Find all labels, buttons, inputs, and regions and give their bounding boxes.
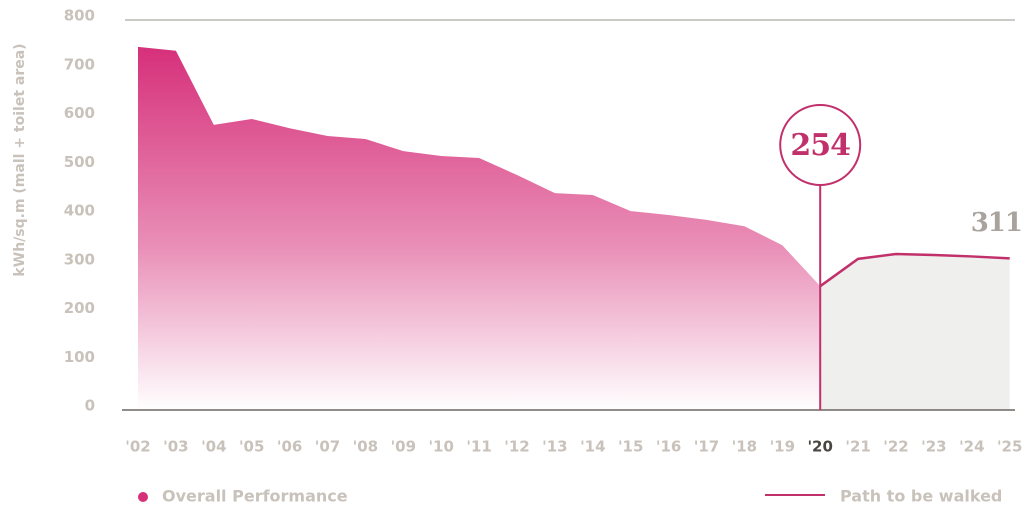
x-tick-label: '13	[542, 438, 567, 456]
data-label: 311	[971, 208, 1022, 238]
x-tick-label: '09	[391, 438, 416, 456]
area	[138, 46, 821, 410]
line	[819, 252, 1010, 288]
x-tick-label: '16	[656, 438, 681, 456]
x-tick-label: '23	[921, 438, 946, 456]
y-tick-label: 700	[64, 55, 95, 73]
area	[820, 254, 1010, 410]
legend-label: Overall Performance	[162, 487, 348, 506]
y-tick-label: 200	[64, 299, 95, 317]
x-tick-label: '11	[466, 438, 491, 456]
y-tick-label: 600	[64, 104, 95, 122]
y-tick-label: 100	[64, 348, 95, 366]
y-tick-label: 0	[85, 397, 95, 415]
y-tick-label: 300	[64, 250, 95, 268]
legend-label: Path to be walked	[840, 487, 1002, 506]
x-tick-label: '14	[580, 438, 605, 456]
x-tick-label: '25	[997, 438, 1022, 456]
x-tick-label: '02	[125, 438, 150, 456]
x-tick-label: '03	[163, 438, 188, 456]
y-tick-label: 500	[64, 153, 95, 171]
y-axis-label: kWh/sq.m (mall + toilet area)	[12, 43, 28, 276]
x-tick-label: '17	[694, 438, 719, 456]
x-tick-label: '05	[239, 438, 264, 456]
x-tick-label: '22	[883, 438, 908, 456]
x-tick-label: '06	[277, 438, 302, 456]
y-tick-label: 400	[64, 202, 95, 220]
x-tick-label: '20	[807, 438, 832, 456]
x-tick-label: '08	[353, 438, 378, 456]
x-tick-label: '10	[428, 438, 453, 456]
x-tick-label: '21	[845, 438, 870, 456]
x-tick-label: '18	[732, 438, 757, 456]
data-label: 254	[790, 128, 850, 163]
x-tick-label: '19	[770, 438, 795, 456]
y-tick-label: 800	[64, 7, 95, 25]
x-tick-label: '12	[504, 438, 529, 456]
x-tick-label: '24	[959, 438, 984, 456]
x-tick-label: '04	[201, 438, 226, 456]
x-tick-label: '07	[315, 438, 340, 456]
x-tick-label: '15	[618, 438, 643, 456]
marker-circle	[779, 104, 862, 186]
legend-marker	[138, 492, 148, 502]
